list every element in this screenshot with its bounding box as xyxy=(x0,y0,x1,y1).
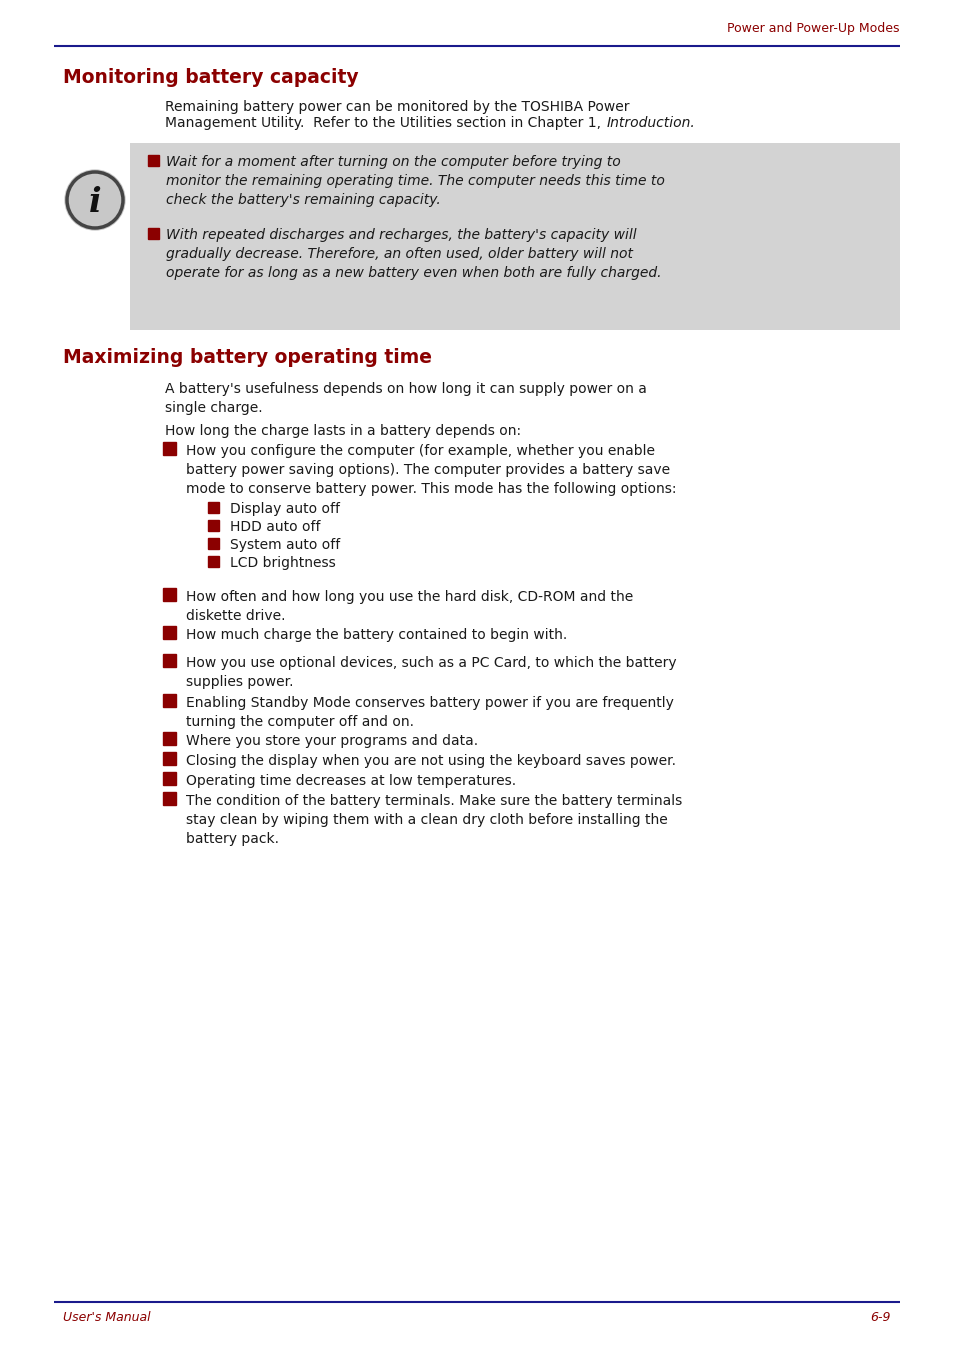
Bar xyxy=(163,772,175,785)
Text: 6-9: 6-9 xyxy=(869,1311,890,1323)
Text: Wait for a moment after turning on the computer before trying to
monitor the rem: Wait for a moment after turning on the c… xyxy=(166,155,664,206)
Text: Display auto off: Display auto off xyxy=(230,502,339,517)
FancyBboxPatch shape xyxy=(130,143,899,331)
Text: The condition of the battery terminals. Make sure the battery terminals
stay cle: The condition of the battery terminals. … xyxy=(186,795,681,846)
Text: Remaining battery power can be monitored by the TOSHIBA Power: Remaining battery power can be monitored… xyxy=(165,100,629,115)
Text: Introduction.: Introduction. xyxy=(606,116,695,130)
Bar xyxy=(148,155,159,166)
Bar xyxy=(163,626,175,639)
Text: How you configure the computer (for example, whether you enable
battery power sa: How you configure the computer (for exam… xyxy=(186,444,676,496)
Text: Maximizing battery operating time: Maximizing battery operating time xyxy=(63,348,432,367)
Text: How often and how long you use the hard disk, CD-ROM and the
diskette drive.: How often and how long you use the hard … xyxy=(186,590,633,623)
Text: i: i xyxy=(89,186,101,219)
Bar xyxy=(163,792,175,805)
Bar xyxy=(163,693,175,707)
Bar xyxy=(208,538,219,549)
Text: User's Manual: User's Manual xyxy=(63,1311,151,1323)
Bar xyxy=(163,751,175,765)
Bar xyxy=(208,519,219,532)
Text: Closing the display when you are not using the keyboard saves power.: Closing the display when you are not usi… xyxy=(186,754,676,768)
Text: Enabling Standby Mode conserves battery power if you are frequently
turning the : Enabling Standby Mode conserves battery … xyxy=(186,696,673,728)
Text: HDD auto off: HDD auto off xyxy=(230,519,320,534)
Bar xyxy=(163,442,175,455)
Bar xyxy=(163,654,175,666)
Bar xyxy=(163,733,175,745)
Text: How you use optional devices, such as a PC Card, to which the battery
supplies p: How you use optional devices, such as a … xyxy=(186,656,676,689)
Text: How much charge the battery contained to begin with.: How much charge the battery contained to… xyxy=(186,629,567,642)
Text: Monitoring battery capacity: Monitoring battery capacity xyxy=(63,67,358,86)
Bar xyxy=(208,502,219,513)
Bar xyxy=(148,228,159,239)
Text: Where you store your programs and data.: Where you store your programs and data. xyxy=(186,734,477,747)
Text: Power and Power-Up Modes: Power and Power-Up Modes xyxy=(727,22,899,35)
Text: LCD brightness: LCD brightness xyxy=(230,556,335,571)
Text: How long the charge lasts in a battery depends on:: How long the charge lasts in a battery d… xyxy=(165,424,520,438)
Bar xyxy=(163,588,175,602)
Text: With repeated discharges and recharges, the battery's capacity will
gradually de: With repeated discharges and recharges, … xyxy=(166,228,660,279)
Text: System auto off: System auto off xyxy=(230,538,340,552)
Text: Management Utility.  Refer to the Utilities section in Chapter 1,: Management Utility. Refer to the Utiliti… xyxy=(165,116,605,130)
Circle shape xyxy=(65,170,125,229)
Text: A battery's usefulness depends on how long it can supply power on a
single charg: A battery's usefulness depends on how lo… xyxy=(165,382,646,415)
Bar xyxy=(208,556,219,567)
Text: Operating time decreases at low temperatures.: Operating time decreases at low temperat… xyxy=(186,774,516,788)
